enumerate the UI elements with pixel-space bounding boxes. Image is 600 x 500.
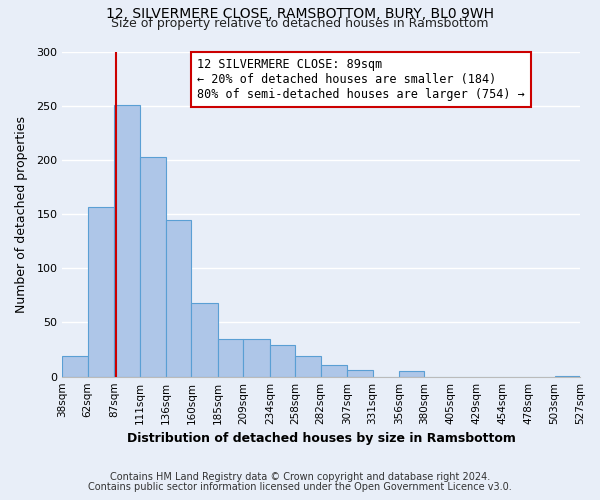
Bar xyxy=(140,156,166,376)
Bar xyxy=(166,220,191,376)
Bar xyxy=(320,365,347,376)
Text: 12 SILVERMERE CLOSE: 89sqm
← 20% of detached houses are smaller (184)
80% of sem: 12 SILVERMERE CLOSE: 89sqm ← 20% of deta… xyxy=(197,58,524,101)
Text: 12, SILVERMERE CLOSE, RAMSBOTTOM, BURY, BL0 9WH: 12, SILVERMERE CLOSE, RAMSBOTTOM, BURY, … xyxy=(106,8,494,22)
Bar xyxy=(88,206,114,376)
Bar xyxy=(244,338,270,376)
Bar xyxy=(62,356,88,376)
Bar xyxy=(399,372,424,376)
Bar xyxy=(191,303,218,376)
Text: Contains public sector information licensed under the Open Government Licence v3: Contains public sector information licen… xyxy=(88,482,512,492)
Text: Size of property relative to detached houses in Ramsbottom: Size of property relative to detached ho… xyxy=(111,18,489,30)
Bar xyxy=(295,356,320,376)
Text: Contains HM Land Registry data © Crown copyright and database right 2024.: Contains HM Land Registry data © Crown c… xyxy=(110,472,490,482)
Y-axis label: Number of detached properties: Number of detached properties xyxy=(15,116,28,312)
Bar xyxy=(218,338,244,376)
X-axis label: Distribution of detached houses by size in Ramsbottom: Distribution of detached houses by size … xyxy=(127,432,515,445)
Bar xyxy=(347,370,373,376)
Bar xyxy=(114,104,140,376)
Bar xyxy=(270,345,295,376)
